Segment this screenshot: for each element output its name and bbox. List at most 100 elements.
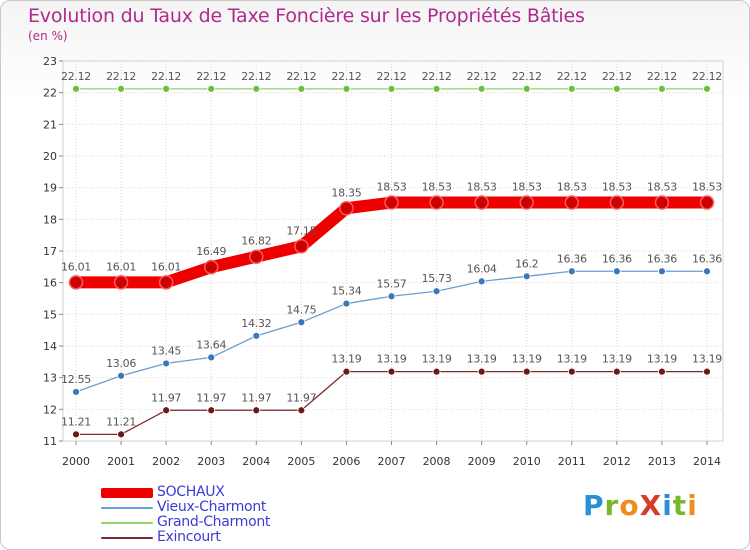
data-label-vieux-charmont: 16.36 xyxy=(557,252,587,265)
x-tick-label: 2010 xyxy=(513,455,541,468)
data-point-vieux-charmont xyxy=(72,388,80,396)
data-label-exincourt: 11.97 xyxy=(196,391,226,404)
y-tick-label: 22 xyxy=(43,87,57,100)
data-label-vieux-charmont: 13.64 xyxy=(196,338,226,351)
data-label-sochaux: 17.15 xyxy=(286,224,316,237)
data-label-vieux-charmont: 16.36 xyxy=(647,252,677,265)
data-label-grand-charmont: 22.12 xyxy=(106,70,136,83)
data-label-sochaux: 18.53 xyxy=(467,181,497,194)
x-tick-label: 2014 xyxy=(693,455,721,468)
x-tick-label: 2009 xyxy=(468,455,496,468)
data-point-exincourt xyxy=(658,367,666,376)
data-label-grand-charmont: 22.12 xyxy=(557,70,587,83)
data-label-exincourt: 13.19 xyxy=(692,353,722,366)
data-label-sochaux: 18.53 xyxy=(422,181,452,194)
data-label-vieux-charmont: 16.04 xyxy=(467,262,497,275)
data-label-sochaux: 18.53 xyxy=(512,181,542,194)
y-tick-label: 23 xyxy=(43,55,57,68)
logo-letter: i xyxy=(662,489,673,522)
data-label-grand-charmont: 22.12 xyxy=(61,70,91,83)
proxiti-logo: ProXiti xyxy=(583,489,698,522)
data-label-grand-charmont: 22.12 xyxy=(512,70,542,83)
data-point-sochaux xyxy=(609,195,625,210)
data-point-exincourt xyxy=(387,367,396,376)
legend-label: Exincourt xyxy=(157,529,221,545)
data-label-exincourt: 11.97 xyxy=(151,391,181,404)
data-point-exincourt xyxy=(567,367,576,376)
legend-item-vieux-charmont: Vieux-Charmont xyxy=(101,499,421,515)
data-label-vieux-charmont: 13.45 xyxy=(151,344,181,357)
logo-letter: r xyxy=(604,489,620,522)
x-tick-label: 2000 xyxy=(62,455,90,468)
data-label-exincourt: 11.21 xyxy=(61,415,91,428)
data-label-grand-charmont: 22.12 xyxy=(151,70,181,83)
chart-title: Evolution du Taux de Taxe Foncière sur l… xyxy=(28,5,585,27)
data-point-vieux-charmont xyxy=(522,272,531,281)
data-label-sochaux: 18.53 xyxy=(647,181,677,194)
data-point-exincourt xyxy=(117,430,125,439)
y-tick-label: 18 xyxy=(43,213,57,226)
data-label-vieux-charmont: 15.34 xyxy=(331,285,361,298)
data-point-grand-charmont xyxy=(432,84,441,93)
data-point-grand-charmont xyxy=(567,84,576,93)
data-point-vieux-charmont xyxy=(658,267,666,276)
data-point-vieux-charmont xyxy=(432,287,441,296)
data-label-sochaux: 18.53 xyxy=(692,181,722,194)
data-label-grand-charmont: 22.12 xyxy=(331,70,361,83)
data-label-sochaux: 16.01 xyxy=(106,260,136,273)
data-point-grand-charmont xyxy=(703,84,711,93)
data-label-sochaux: 16.82 xyxy=(241,235,271,248)
y-tick-label: 13 xyxy=(43,372,57,385)
x-tick-label: 2011 xyxy=(558,455,586,468)
data-point-exincourt xyxy=(297,406,306,415)
y-tick-label: 19 xyxy=(43,182,57,195)
data-point-sochaux xyxy=(699,195,715,210)
data-label-grand-charmont: 22.12 xyxy=(602,70,632,83)
y-tick-label: 12 xyxy=(43,403,57,416)
data-label-grand-charmont: 22.12 xyxy=(422,70,452,83)
data-point-grand-charmont xyxy=(477,84,486,93)
data-label-vieux-charmont: 16.36 xyxy=(602,252,632,265)
data-point-vieux-charmont xyxy=(207,353,216,362)
legend-label: SOCHAUX xyxy=(157,484,225,500)
y-tick-label: 16 xyxy=(43,277,57,290)
y-tick-label: 17 xyxy=(43,245,57,258)
data-label-exincourt: 13.19 xyxy=(331,353,361,366)
data-label-vieux-charmont: 13.06 xyxy=(106,357,136,370)
data-label-sochaux: 16.01 xyxy=(151,260,181,273)
data-point-exincourt xyxy=(342,367,351,376)
x-tick-label: 2002 xyxy=(152,455,180,468)
data-label-grand-charmont: 22.12 xyxy=(377,70,407,83)
data-label-sochaux: 18.53 xyxy=(557,181,587,194)
x-tick-label: 2006 xyxy=(332,455,360,468)
data-point-vieux-charmont xyxy=(252,331,261,340)
logo-letter: P xyxy=(583,489,605,522)
y-tick-label: 21 xyxy=(43,118,57,131)
data-point-exincourt xyxy=(703,367,711,376)
data-point-vieux-charmont xyxy=(297,318,306,327)
data-label-sochaux: 18.35 xyxy=(331,186,361,199)
x-tick-label: 2004 xyxy=(242,455,270,468)
legend-swatch xyxy=(101,537,153,539)
data-point-sochaux xyxy=(564,195,580,210)
data-point-sochaux xyxy=(158,275,174,290)
data-label-vieux-charmont: 16.2 xyxy=(515,257,538,270)
data-point-vieux-charmont xyxy=(342,299,351,308)
x-tick-label: 2005 xyxy=(287,455,315,468)
data-point-vieux-charmont xyxy=(567,267,576,276)
y-tick-label: 11 xyxy=(43,435,57,448)
data-label-exincourt: 11.97 xyxy=(286,391,316,404)
data-point-grand-charmont xyxy=(207,84,216,93)
legend-label: Grand-Charmont xyxy=(157,514,271,530)
y-tick-label: 20 xyxy=(43,150,57,163)
data-point-vieux-charmont xyxy=(477,277,486,286)
data-point-exincourt xyxy=(477,367,486,376)
data-label-sochaux: 18.53 xyxy=(602,181,632,194)
data-point-exincourt xyxy=(72,430,80,439)
data-point-grand-charmont xyxy=(162,84,171,93)
data-label-vieux-charmont: 15.73 xyxy=(422,272,452,285)
data-point-sochaux xyxy=(203,259,219,275)
data-point-sochaux xyxy=(249,249,264,264)
data-label-grand-charmont: 22.12 xyxy=(647,70,677,83)
